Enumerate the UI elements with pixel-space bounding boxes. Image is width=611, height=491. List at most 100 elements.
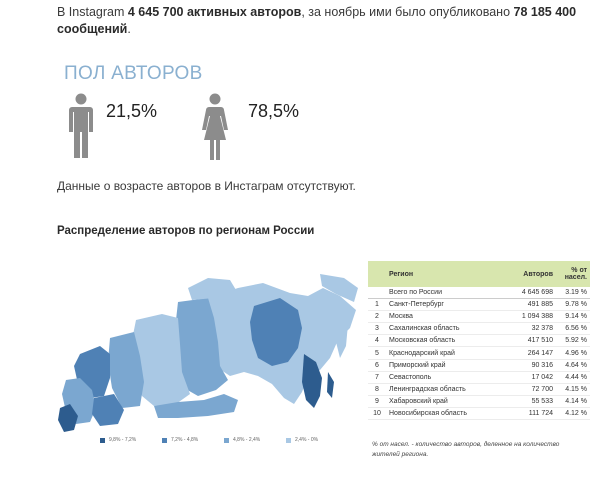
cell-authors: 55 533	[503, 395, 556, 408]
map-taymyr	[188, 278, 236, 300]
map-south	[58, 404, 78, 432]
cell-index: 3	[368, 322, 386, 336]
header-index	[368, 261, 386, 287]
cell-region: Московская область	[386, 334, 504, 348]
cell-authors: 111 724	[503, 407, 556, 421]
table-row: 9 Хабаровский край 55 533 4.14 %	[368, 395, 590, 408]
map-central-siberia	[174, 298, 228, 396]
table-footnote: % от насел. - количество авторов, деленн…	[372, 441, 560, 458]
legend-label-3: 4,8% - 2,4%	[233, 437, 261, 443]
legend-item-4: 2,4% - 0%	[286, 437, 330, 443]
intro-paragraph: В Instagram 4 645 700 активных авторов, …	[57, 4, 577, 38]
legend-item-2: 7,2% - 4,8%	[162, 437, 206, 443]
cell-pct: 4.64 %	[556, 359, 590, 372]
table-row: 6 Приморский край 90 316 4.64 %	[368, 359, 590, 372]
legend-item-3: 4,8% - 2,4%	[224, 437, 268, 443]
cell-index: 1	[368, 298, 386, 312]
table-row: 2 Москва 1 094 388 9.14 %	[368, 310, 590, 324]
table-row: 4 Московская область 417 510 5.92 %	[368, 334, 590, 348]
cell-region: Севастополь	[386, 371, 504, 384]
map-volga	[92, 394, 124, 426]
legend-label-2: 7,2% - 4,8%	[171, 437, 199, 443]
legend-swatch-4	[286, 437, 291, 443]
table-row: 8 Ленинградская область 72 700 4.15 %	[368, 383, 590, 396]
header-region: Регион	[386, 261, 504, 287]
russia-region-map	[58, 258, 358, 441]
map-yakutia	[250, 298, 302, 366]
table-row: 10 Новосибирская область 111 724 4.12 %	[368, 407, 590, 421]
cell-index: 8	[368, 383, 386, 396]
legend-swatch-3	[224, 437, 229, 443]
age-note: Данные о возрасте авторов в Инстаграм от…	[57, 179, 356, 193]
map-far-east	[302, 354, 322, 408]
cell-authors: 1 094 388	[503, 310, 556, 324]
male-percent: 21,5%	[106, 101, 158, 121]
regions-title: Распределение авторов по регионам России	[57, 225, 315, 237]
intro-text-3: .	[127, 22, 131, 36]
cell-pct: 4.44 %	[556, 371, 590, 384]
cell-region: Приморский край	[386, 359, 504, 372]
cell-authors: 32 378	[503, 322, 556, 336]
table-row-total: Всего по России 4 645 698 3.19 %	[368, 287, 590, 300]
map-chukotka	[320, 274, 358, 302]
cell-region: Новосибирская область	[386, 407, 504, 421]
map-kamchatka	[336, 318, 348, 358]
cell-region: Ленинградская область	[386, 383, 504, 396]
gender-title: ПОЛ АВТОРОВ	[64, 63, 203, 84]
table-row: 3 Сахалинская область 32 378 6.56 %	[368, 322, 590, 336]
cell-authors: 90 316	[503, 359, 556, 372]
cell-authors: 417 510	[503, 334, 556, 348]
map-legend: 9,8% - 7,2% 7,2% - 4,8% 4,8% - 2,4% 2,4%…	[100, 437, 330, 443]
map-ural	[108, 332, 144, 408]
cell-pct: 3.19 %	[556, 287, 590, 300]
legend-label-1: 9,8% - 7,2%	[109, 437, 137, 443]
regions-table: Регион Авторов % от насел. Всего по Росс…	[368, 261, 590, 421]
cell-pct: 9.78 %	[556, 298, 590, 312]
cell-index: 6	[368, 359, 386, 372]
header-pct: % от насел.	[556, 261, 590, 287]
cell-authors: 17 042	[503, 371, 556, 384]
cell-pct: 9.14 %	[556, 310, 590, 324]
legend-item-1: 9,8% - 7,2%	[100, 437, 144, 443]
cell-pct: 4.96 %	[556, 346, 590, 360]
cell-region: Всего по России	[386, 287, 504, 300]
map-sakhalin	[327, 372, 334, 398]
cell-region: Сахалинская область	[386, 322, 504, 336]
cell-pct: 4.12 %	[556, 407, 590, 421]
cell-authors: 4 645 698	[503, 287, 556, 300]
cell-index: 5	[368, 346, 386, 360]
cell-region: Краснодарский край	[386, 346, 504, 360]
cell-authors: 264 147	[503, 346, 556, 360]
cell-pct: 4.15 %	[556, 383, 590, 396]
table-row: 5 Краснодарский край 264 147 4.96 %	[368, 346, 590, 360]
cell-region: Санкт-Петербург	[386, 298, 504, 312]
intro-text-1: В Instagram	[57, 5, 128, 19]
legend-swatch-2	[162, 437, 167, 443]
cell-region: Москва	[386, 310, 504, 324]
cell-index	[368, 287, 386, 300]
cell-index: 10	[368, 407, 386, 421]
map-west-siberia	[130, 314, 190, 406]
cell-index: 4	[368, 334, 386, 348]
table-row: 7 Севастополь 17 042 4.44 %	[368, 371, 590, 384]
intro-text-2: , за ноябрь ими было опубликовано	[301, 5, 514, 19]
cell-authors: 72 700	[503, 383, 556, 396]
legend-label-4: 2,4% - 0%	[295, 437, 319, 443]
table-header-row: Регион Авторов % от насел.	[368, 261, 590, 287]
cell-index: 9	[368, 395, 386, 408]
cell-pct: 5.92 %	[556, 334, 590, 348]
cell-pct: 4.14 %	[556, 395, 590, 408]
cell-index: 7	[368, 371, 386, 384]
cell-authors: 491 885	[503, 298, 556, 312]
cell-region: Хабаровский край	[386, 395, 504, 408]
posts-count: 78 185 400 сообщений	[57, 5, 577, 36]
female-percent: 78,5%	[248, 101, 300, 121]
table-row: 1 Санкт-Петербург 491 885 9.78 %	[368, 298, 590, 312]
map-south-siberia	[154, 394, 238, 418]
cell-pct: 6.56 %	[556, 322, 590, 336]
header-authors: Авторов	[503, 261, 556, 287]
male-icon	[69, 93, 93, 158]
cell-index: 2	[368, 310, 386, 324]
female-icon	[202, 93, 228, 160]
authors-count: 4 645 700 активных авторов	[127, 5, 302, 19]
